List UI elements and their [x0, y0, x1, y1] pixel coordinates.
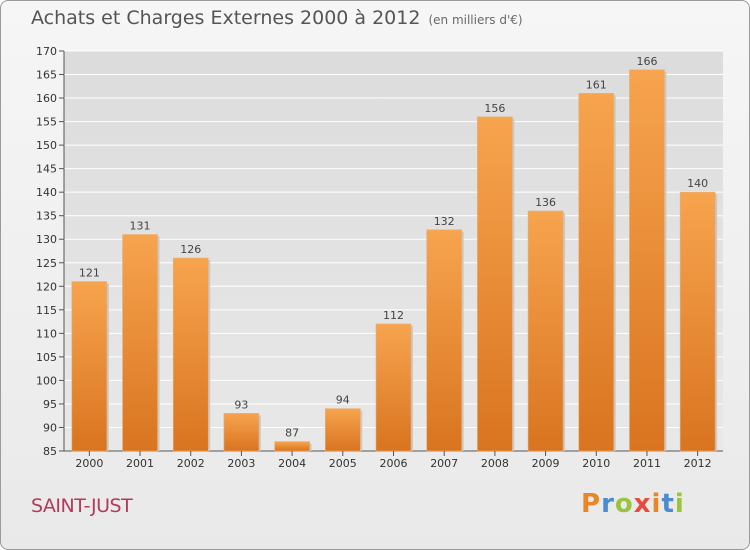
- y-tick-label: 115: [36, 304, 57, 317]
- bar-value-label: 94: [336, 394, 350, 407]
- bar-value-label: 87: [285, 427, 299, 440]
- x-tick-label: 2008: [481, 457, 509, 470]
- bar-value-label: 132: [434, 215, 455, 228]
- bar-2012: [679, 191, 716, 452]
- x-tick-label: 2007: [430, 457, 458, 470]
- x-tick-label: 2012: [684, 457, 712, 470]
- bar-value-label: 156: [484, 102, 505, 115]
- bar-2000: [71, 281, 108, 452]
- x-tick-label: 2006: [380, 457, 408, 470]
- x-tick-label: 2003: [227, 457, 255, 470]
- y-tick-label: 170: [36, 45, 57, 58]
- bar-2007: [426, 229, 462, 452]
- commune-name: SAINT-JUST: [31, 495, 133, 517]
- y-tick-label: 110: [36, 327, 57, 340]
- logo-letter: P: [581, 489, 602, 519]
- bar-2004: [274, 441, 310, 452]
- y-tick-label: 155: [36, 116, 57, 129]
- chart-subtitle: (en milliers d'€): [428, 13, 523, 27]
- y-tick-label: 120: [36, 280, 57, 293]
- chart-title-row: Achats et Charges Externes 2000 à 2012 (e…: [31, 7, 523, 29]
- bar-value-label: 121: [79, 267, 100, 280]
- y-tick-label: 130: [36, 233, 57, 246]
- logo-letter: i: [674, 489, 685, 519]
- y-tick-label: 95: [43, 398, 57, 411]
- y-tick-label: 140: [36, 186, 57, 199]
- bar-2009: [527, 210, 564, 452]
- bar-value-label: 136: [535, 196, 556, 209]
- bar-value-label: 140: [687, 177, 708, 190]
- bar-value-label: 161: [586, 78, 607, 91]
- y-tick-label: 135: [36, 210, 57, 223]
- logo-letter: x: [633, 489, 652, 519]
- logo-letter: r: [601, 489, 615, 519]
- bar-value-label: 131: [130, 220, 151, 233]
- y-tick-label: 100: [36, 374, 57, 387]
- x-tick-label: 2000: [75, 457, 103, 470]
- y-tick-label: 145: [36, 163, 57, 176]
- bar-2010: [578, 93, 615, 452]
- x-tick-label: 2001: [126, 457, 154, 470]
- bar-2002: [172, 257, 209, 452]
- x-tick-label: 2005: [329, 457, 357, 470]
- bar-2005: [325, 408, 361, 452]
- x-tick-label: 2002: [177, 457, 205, 470]
- y-tick-label: 165: [36, 69, 57, 82]
- x-tick-label: 2010: [582, 457, 610, 470]
- y-tick-label: 160: [36, 92, 57, 105]
- bar-2011: [629, 69, 665, 452]
- bar-2001: [122, 234, 158, 452]
- bar-2008: [477, 116, 513, 452]
- y-tick-label: 125: [36, 257, 57, 270]
- x-tick-label: 2009: [532, 457, 560, 470]
- proxiti-logo: Proxiti: [581, 489, 685, 519]
- bar-value-label: 126: [180, 243, 201, 256]
- bar-value-label: 93: [234, 398, 248, 411]
- y-tick-label: 85: [43, 445, 57, 458]
- bar-value-label: 166: [636, 55, 657, 68]
- bar-2003: [223, 413, 260, 452]
- x-tick-label: 2004: [278, 457, 306, 470]
- logo-letter: t: [661, 489, 675, 519]
- logo-letter: o: [614, 489, 634, 519]
- x-tick-label: 2011: [633, 457, 661, 470]
- chart-title: Achats et Charges Externes 2000 à 2012: [31, 7, 421, 29]
- y-tick-label: 105: [36, 351, 57, 364]
- logo-letter: i: [651, 489, 662, 519]
- bar-value-label: 112: [383, 309, 404, 322]
- y-tick-label: 90: [43, 421, 57, 434]
- bar-2006: [375, 323, 412, 452]
- y-tick-label: 150: [36, 139, 57, 152]
